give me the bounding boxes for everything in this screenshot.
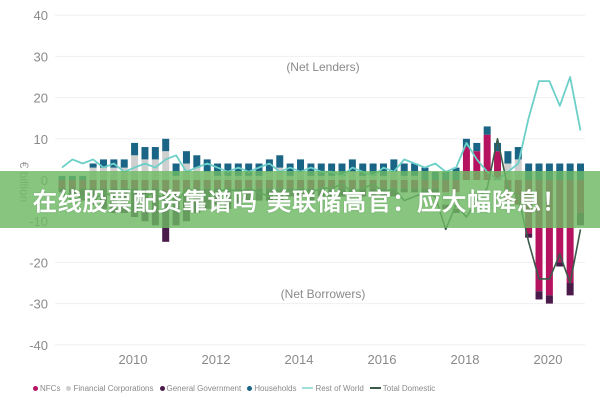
bar-segment	[359, 163, 367, 176]
bar-segment	[545, 180, 553, 296]
legend-dot-icon	[33, 385, 38, 391]
bar-segment	[182, 151, 190, 164]
legend-label: Rest of World	[315, 383, 364, 393]
bar-segment	[535, 180, 543, 292]
legend-line-icon	[369, 387, 381, 389]
bar-segment	[286, 163, 294, 176]
bar-segment	[494, 142, 502, 152]
y-tick-label: 20	[34, 91, 48, 106]
bar-segment	[172, 163, 180, 176]
bar-segment	[400, 163, 408, 176]
bar-segment	[99, 159, 107, 168]
x-tick-label: 2014	[285, 352, 314, 367]
bar-segment	[369, 163, 377, 176]
y-tick-label: 40	[34, 8, 48, 23]
legend-item[interactable]: NFCs	[33, 384, 60, 393]
bar-segment	[162, 151, 170, 180]
bar-segment	[514, 147, 522, 160]
bar-segment	[120, 159, 128, 168]
y-tick-label: -30	[29, 297, 48, 312]
y-tick-label: 10	[34, 132, 48, 147]
bar-segment	[411, 163, 419, 176]
legend-label: Households	[254, 383, 297, 393]
y-tick-label: 30	[34, 49, 48, 64]
bar-segment	[151, 159, 159, 180]
bar-segment	[328, 163, 336, 176]
legend-item[interactable]: General Government	[159, 383, 242, 393]
bar-segment	[338, 163, 346, 176]
bar-segment	[462, 147, 470, 180]
legend-label: Financial Corporations	[73, 383, 154, 393]
x-tick-label: 2020	[534, 352, 563, 367]
x-tick-label: 2018	[451, 352, 480, 367]
bar-segment	[535, 291, 543, 300]
bar-segment	[203, 159, 211, 172]
legend-item[interactable]: Financial Corporations	[66, 383, 154, 393]
x-tick-label: 2012	[202, 352, 231, 367]
bar-segment	[141, 159, 149, 180]
bar-segment	[297, 159, 305, 172]
bar-segment	[214, 163, 222, 176]
bar-segment	[151, 147, 159, 160]
legend-item[interactable]: Households	[247, 384, 296, 393]
x-tick-label: 2010	[119, 352, 148, 367]
annotation-net-lenders: (Net Lenders)	[286, 60, 359, 74]
bar-segment	[131, 142, 139, 156]
legend-line-icon	[302, 387, 314, 389]
bar-segment	[473, 151, 481, 180]
legend-label: NFCs	[40, 383, 61, 393]
bar-segment	[162, 138, 170, 152]
bar-segment	[89, 163, 97, 168]
bar-segment	[483, 126, 491, 135]
bar-segment	[504, 151, 512, 164]
bar-segment	[473, 142, 481, 152]
bar-segment	[348, 159, 356, 172]
bar-segment	[545, 295, 553, 304]
y-tick-label: -40	[29, 338, 48, 353]
legend-label: Total Domestic	[382, 383, 436, 393]
bar-segment	[307, 163, 315, 176]
bar-segment	[483, 134, 491, 180]
legend-item[interactable]: Rest of World	[302, 383, 364, 393]
chart-legend: NFCs Financial Corporations General Govern…	[33, 380, 435, 396]
bar-segment	[224, 163, 232, 176]
bar-segment	[390, 159, 398, 172]
bar-segment	[276, 155, 284, 168]
overlay-banner: 在线股票配资靠谱吗 美联储高官：应大幅降息！	[0, 171, 600, 228]
bar-segment	[255, 163, 263, 176]
bar-segment	[379, 163, 387, 176]
legend-dot-icon	[247, 385, 253, 391]
bar-segment	[566, 283, 574, 296]
y-tick-label: -20	[29, 255, 48, 270]
legend-label: General Government	[166, 383, 242, 393]
annotation-net-borrowers: (Net Borrowers)	[281, 287, 366, 301]
bar-segment	[265, 159, 273, 172]
legend-dot-icon	[159, 385, 165, 391]
bar-segment	[556, 262, 564, 267]
x-tick-label: 2016	[368, 352, 397, 367]
bar-segment	[494, 151, 502, 180]
legend-dot-icon	[66, 385, 72, 391]
bar-segment	[525, 233, 533, 238]
bar-segment	[317, 163, 325, 176]
bar-segment	[566, 180, 574, 283]
bar-segment	[141, 147, 149, 160]
bar-segment	[193, 155, 201, 168]
bar-segment	[234, 163, 242, 176]
x-axis-ticks: 2010 2012 2014 2016 2018 2020	[119, 352, 563, 367]
bar-segment	[514, 159, 522, 180]
banner-text: 在线股票配资靠谱吗 美联储高官：应大幅降息！	[32, 188, 568, 216]
legend-item[interactable]: Total Domestic	[369, 383, 436, 393]
bar-segment	[245, 163, 253, 176]
